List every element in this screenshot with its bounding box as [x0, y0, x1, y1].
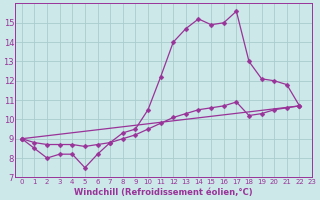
X-axis label: Windchill (Refroidissement éolien,°C): Windchill (Refroidissement éolien,°C) [75, 188, 253, 197]
